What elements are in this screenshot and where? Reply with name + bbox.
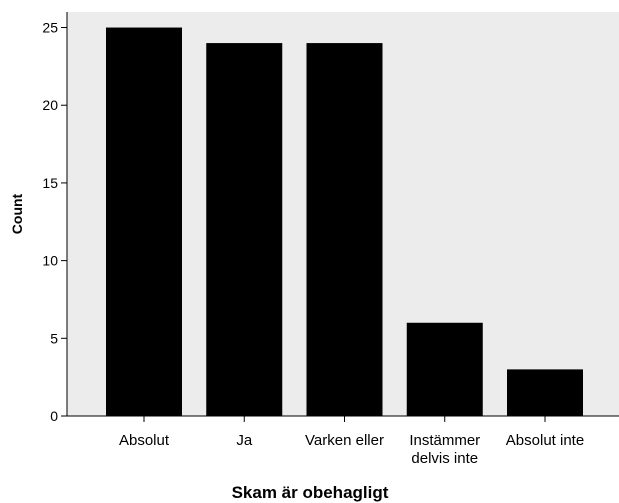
y-tick-label: 20 (42, 97, 58, 113)
y-ticks-group: 0 5 10 15 20 25 (42, 20, 67, 424)
y-tick-label: 25 (42, 20, 58, 36)
x-category-label: Ja (236, 432, 253, 449)
bars-group (106, 27, 583, 422)
bar (306, 43, 383, 416)
y-tick-label: 5 (50, 330, 58, 346)
x-category-label: Absolut inte (506, 432, 584, 449)
y-axis-title: Count (9, 193, 25, 234)
y-tick-label: 15 (42, 175, 58, 191)
x-category-label: Instämmer (409, 432, 480, 449)
bar (106, 27, 182, 417)
y-tick-label: 0 (50, 408, 58, 424)
x-category-label: Absolut (119, 432, 170, 449)
bar (507, 369, 583, 416)
bar (406, 322, 483, 416)
bar (206, 43, 283, 416)
x-category-label: delvis inte (411, 450, 478, 467)
x-category-label: Varken eller (305, 432, 384, 449)
x-axis-title: Skam är obehagligt (232, 483, 389, 502)
y-tick-label: 10 (42, 253, 58, 269)
